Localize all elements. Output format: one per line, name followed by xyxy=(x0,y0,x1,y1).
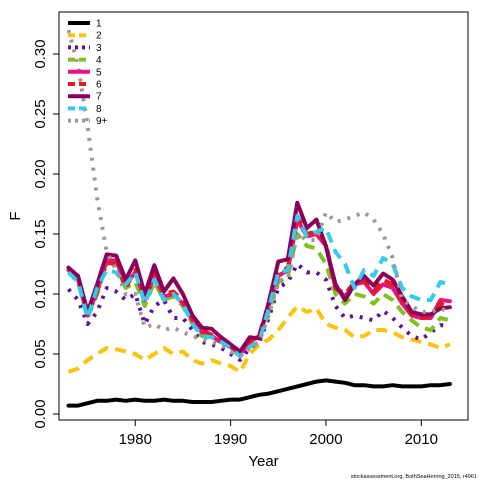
legend-label-2: 2 xyxy=(96,31,102,42)
series-line-8 xyxy=(67,214,451,359)
plot-frame xyxy=(58,11,469,421)
x-tick-label: 1980 xyxy=(119,431,152,448)
series-lines xyxy=(66,29,452,408)
y-tick-label: 0.15 xyxy=(32,219,49,248)
y-tick-label: 0.20 xyxy=(32,159,49,188)
x-tick-label: 2000 xyxy=(309,431,342,448)
y-axis-label: F xyxy=(7,211,24,220)
legend-label-1: 1 xyxy=(96,19,102,30)
legend-label-4: 4 xyxy=(96,55,102,66)
legend-label-7: 7 xyxy=(96,92,102,103)
legend-label-5: 5 xyxy=(96,67,102,78)
x-axis-label: Year xyxy=(248,453,278,470)
x-axis: 1980 1990 2000 2010 xyxy=(119,420,438,448)
series-line-6 xyxy=(67,214,451,356)
y-tick-label: 0.30 xyxy=(32,39,49,68)
y-tick-label: 0.00 xyxy=(32,399,49,428)
y-tick-label: 0.10 xyxy=(32,279,49,308)
legend-label-3: 3 xyxy=(96,43,102,54)
y-tick-label: 0.05 xyxy=(32,339,49,368)
y-tick-label: 0.25 xyxy=(32,99,49,128)
legend-label-6: 6 xyxy=(96,80,102,91)
series-line-2 xyxy=(67,304,451,374)
x-tick-label: 1990 xyxy=(214,431,247,448)
y-axis: 0.00 0.05 0.10 0.15 0.20 0.25 0.30 xyxy=(32,39,59,429)
series-line-4 xyxy=(66,232,451,356)
series-line-7 xyxy=(66,200,452,354)
series-line-3 xyxy=(67,262,450,362)
x-tick-label: 2010 xyxy=(405,431,438,448)
legend-label-9plus: 9+ xyxy=(96,116,108,127)
series-line-1 xyxy=(66,378,452,408)
legend-label-8: 8 xyxy=(96,104,102,115)
credit-text: stockassessment.org, BothSeaHerring_2015… xyxy=(351,474,477,480)
